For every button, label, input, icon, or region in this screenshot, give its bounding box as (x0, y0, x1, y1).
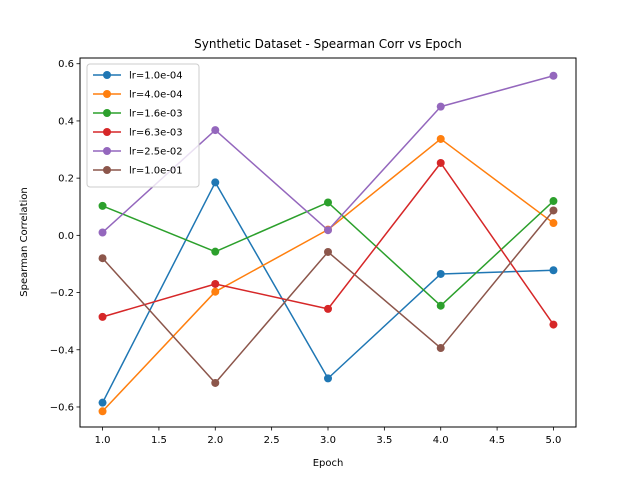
data-point (98, 407, 107, 416)
data-point (549, 206, 558, 215)
y-tick-label: −0.4 (50, 345, 74, 356)
x-tick-label: 2.0 (207, 435, 223, 446)
legend-item: lr=1.0e-01 (93, 166, 183, 177)
x-tick-label: 2.5 (264, 435, 280, 446)
data-point (324, 198, 332, 207)
legend-marker (103, 147, 111, 155)
data-point (436, 269, 445, 278)
legend-item: lr=6.3e-03 (93, 128, 183, 139)
legend-marker (103, 90, 111, 98)
y-tick-label: −0.2 (50, 288, 74, 299)
legend-label: lr=2.5e-02 (129, 147, 183, 158)
data-point (436, 134, 445, 143)
data-point (211, 279, 220, 288)
y-tick-label: 0.2 (58, 174, 74, 185)
data-point (436, 102, 445, 111)
data-point (549, 71, 558, 80)
plot-area (98, 71, 558, 416)
x-tick-label: 4.0 (433, 435, 449, 446)
legend: lr=1.0e-04 lr=4.0e-04 lr=1.6e-03 lr=6.3e-03… (86, 63, 200, 188)
data-point (549, 266, 558, 275)
y-tick-label: 0.0 (58, 231, 74, 242)
legend-label: lr=4.0e-04 (129, 90, 183, 101)
data-point (324, 374, 332, 383)
legend-label: lr=1.0e-01 (129, 166, 183, 177)
x-tick-label: 1.5 (151, 435, 167, 446)
legend-item: lr=1.6e-03 (93, 109, 183, 120)
data-point (436, 344, 445, 353)
legend-label: lr=1.0e-04 (129, 71, 183, 82)
legend-marker (103, 166, 111, 174)
data-point (436, 158, 445, 167)
x-tick-label: 3.0 (320, 435, 336, 446)
series-lr=6.3e-03 (98, 158, 558, 329)
data-point (98, 254, 107, 263)
y-axis-label: Spearman Correlation (19, 187, 30, 296)
data-point (549, 197, 558, 206)
data-point (98, 228, 107, 237)
x-axis: 1.0 1.5 2.0 2.5 3.0 3.5 4.0 4.5 5.0 (95, 427, 562, 446)
y-axis: −0.6 −0.4 −0.2 0.0 0.2 0.4 0.6 (50, 59, 80, 413)
y-tick-label: −0.6 (50, 402, 74, 413)
data-point (98, 201, 107, 210)
legend-item: lr=1.0e-04 (93, 71, 183, 82)
x-tick-label: 1.0 (95, 435, 111, 446)
data-point (98, 398, 107, 407)
legend-item: lr=4.0e-04 (93, 90, 183, 101)
legend-item: lr=2.5e-02 (93, 147, 183, 158)
legend-marker (103, 128, 111, 136)
data-point (549, 320, 558, 329)
data-point (436, 301, 445, 310)
legend-marker (103, 71, 111, 79)
chart-title: Synthetic Dataset - Spearman Corr vs Epo… (194, 37, 462, 51)
data-point (98, 312, 107, 321)
data-point (211, 247, 220, 256)
data-point (211, 126, 220, 135)
series-lr=1.0e-01 (98, 206, 558, 387)
y-tick-label: 0.6 (58, 59, 74, 70)
data-point (324, 304, 332, 313)
data-point (549, 219, 558, 228)
legend-label: lr=6.3e-03 (129, 128, 183, 139)
data-point (211, 378, 220, 387)
data-point (324, 247, 332, 256)
legend-marker (103, 109, 111, 117)
x-axis-label: Epoch (313, 458, 344, 469)
x-tick-label: 3.5 (376, 435, 392, 446)
x-tick-label: 5.0 (546, 435, 562, 446)
data-point (324, 226, 332, 235)
x-tick-label: 4.5 (489, 435, 505, 446)
y-tick-label: 0.4 (58, 116, 74, 127)
series-lr=1.0e-04 (98, 178, 558, 407)
legend-label: lr=1.6e-03 (129, 109, 183, 120)
series-lr=1.6e-03 (98, 197, 558, 310)
data-point (211, 178, 220, 187)
data-point (211, 287, 220, 296)
